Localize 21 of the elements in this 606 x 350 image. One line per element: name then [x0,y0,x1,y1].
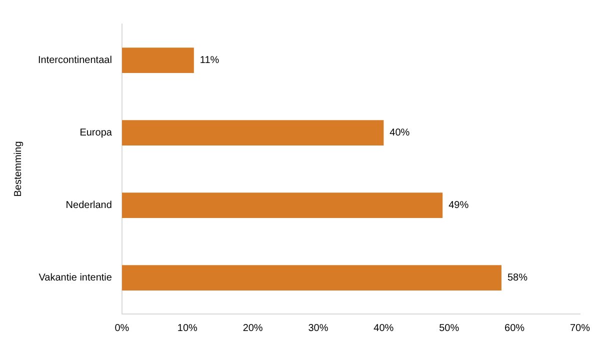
bar [122,265,502,290]
data-label: 11% [200,55,220,66]
bar [122,192,443,218]
x-tick-label: 0% [114,322,130,334]
y-tick-label: Vakantie intentie [38,272,112,284]
x-tick-label: 30% [308,322,328,334]
x-tick-label: 70% [570,322,590,334]
x-tick-label: 50% [439,322,460,334]
x-tick-label: 20% [242,322,263,334]
x-tick-label: 40% [374,322,394,334]
x-tick-label: 10% [177,322,198,334]
data-label: 58% [507,272,528,284]
y-tick-label: Europa [80,128,112,138]
data-label: 49% [448,200,469,211]
y-axis-title: Bestemming [12,141,24,197]
x-tick-label: 60% [504,322,525,334]
bar [122,48,194,73]
data-label: 40% [390,128,410,138]
y-tick-label: Intercontinentaal [38,55,112,66]
y-tick-label: Nederland [66,200,112,211]
bar [122,120,384,146]
